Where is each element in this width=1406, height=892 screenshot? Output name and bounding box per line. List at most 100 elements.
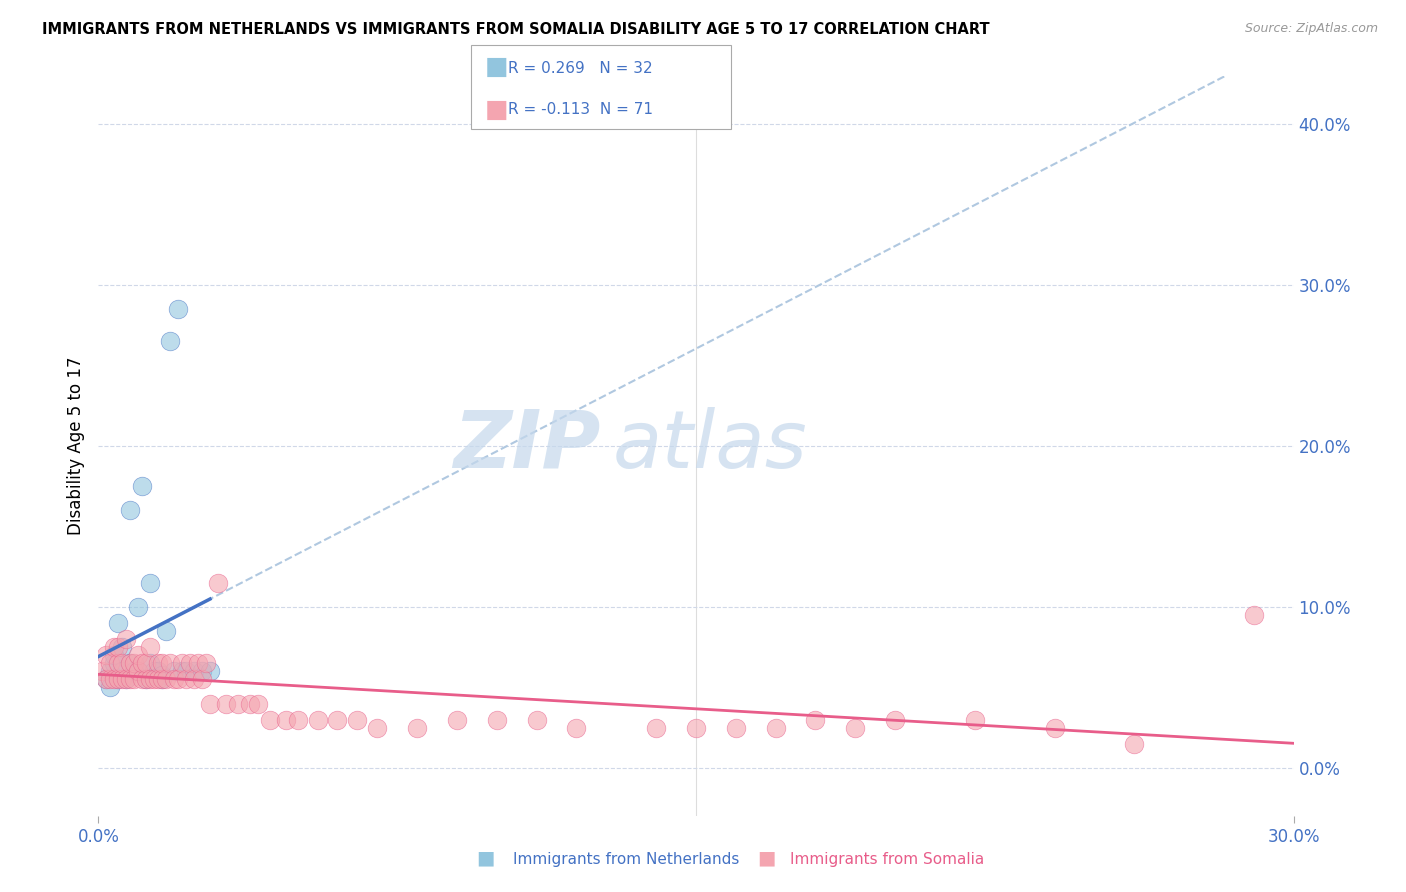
Point <box>239 697 262 711</box>
Point <box>167 302 190 317</box>
Point <box>131 479 153 493</box>
Point <box>96 673 118 687</box>
Text: ZIP: ZIP <box>453 407 600 485</box>
Point <box>287 713 309 727</box>
Point <box>127 665 149 679</box>
Point <box>148 665 170 679</box>
Point <box>127 599 149 614</box>
Point <box>96 648 118 663</box>
Point <box>107 657 129 671</box>
Point <box>120 657 142 671</box>
Point <box>198 665 221 679</box>
Point <box>131 673 153 687</box>
Point <box>107 673 129 687</box>
Point <box>163 673 186 687</box>
Point <box>148 657 170 671</box>
Text: ■: ■ <box>485 98 509 121</box>
Point <box>124 673 146 687</box>
Point <box>120 673 142 687</box>
Point <box>107 673 129 687</box>
Point <box>259 713 281 727</box>
Text: R = -0.113  N = 71: R = -0.113 N = 71 <box>508 103 652 117</box>
Point <box>963 713 986 727</box>
Point <box>191 665 214 679</box>
Point <box>179 657 201 671</box>
Point <box>98 657 122 671</box>
Point <box>645 721 668 735</box>
Point <box>91 665 114 679</box>
Point <box>139 575 162 590</box>
Point <box>366 721 388 735</box>
Text: Source: ZipAtlas.com: Source: ZipAtlas.com <box>1244 22 1378 36</box>
Point <box>103 648 125 663</box>
Point <box>115 673 138 687</box>
Point <box>485 713 508 727</box>
Point <box>127 665 149 679</box>
Point <box>159 657 181 671</box>
Point <box>98 665 122 679</box>
Point <box>124 665 146 679</box>
Point <box>135 657 157 671</box>
Point <box>115 673 138 687</box>
Text: atlas: atlas <box>613 407 807 485</box>
Point <box>150 673 173 687</box>
Point <box>150 673 173 687</box>
Point <box>98 681 122 695</box>
Point <box>685 721 707 735</box>
Point <box>135 673 157 687</box>
Point <box>526 713 548 727</box>
Point <box>765 721 787 735</box>
Point <box>120 657 142 671</box>
Point <box>139 640 162 655</box>
Text: ■: ■ <box>475 848 495 867</box>
Text: ■: ■ <box>756 848 776 867</box>
Point <box>326 713 349 727</box>
Point <box>150 657 173 671</box>
Point <box>724 721 747 735</box>
Y-axis label: Disability Age 5 to 17: Disability Age 5 to 17 <box>67 357 86 535</box>
Point <box>346 713 368 727</box>
Point <box>174 673 197 687</box>
Point <box>107 615 129 630</box>
Point <box>124 657 146 671</box>
Point <box>1123 737 1146 751</box>
Point <box>446 713 468 727</box>
Text: Immigrants from Somalia: Immigrants from Somalia <box>790 852 984 867</box>
Point <box>1043 721 1066 735</box>
Point <box>198 697 221 711</box>
Point <box>96 673 118 687</box>
Point <box>167 673 190 687</box>
Point <box>226 697 249 711</box>
Point <box>143 673 166 687</box>
Text: ■: ■ <box>485 55 509 78</box>
Point <box>159 334 181 349</box>
Point <box>246 697 269 711</box>
Point <box>191 673 214 687</box>
Point <box>172 665 194 679</box>
Point <box>127 648 149 663</box>
Text: Immigrants from Netherlands: Immigrants from Netherlands <box>513 852 740 867</box>
Point <box>155 673 177 687</box>
Point <box>195 657 218 671</box>
Point <box>148 673 170 687</box>
Point <box>406 721 429 735</box>
Point <box>207 575 229 590</box>
Text: R = 0.269   N = 32: R = 0.269 N = 32 <box>508 62 652 76</box>
Point <box>1243 607 1265 622</box>
Point <box>187 657 209 671</box>
Point <box>103 673 125 687</box>
Point <box>215 697 238 711</box>
Point <box>115 632 138 647</box>
Point <box>103 640 125 655</box>
Point <box>183 665 205 679</box>
Point <box>804 713 827 727</box>
Point <box>174 665 197 679</box>
Point <box>103 657 125 671</box>
Point <box>107 640 129 655</box>
Point <box>111 640 134 655</box>
Point <box>163 665 186 679</box>
Point <box>111 665 134 679</box>
Point <box>307 713 329 727</box>
Text: IMMIGRANTS FROM NETHERLANDS VS IMMIGRANTS FROM SOMALIA DISABILITY AGE 5 TO 17 CO: IMMIGRANTS FROM NETHERLANDS VS IMMIGRANT… <box>42 22 990 37</box>
Point <box>111 673 134 687</box>
